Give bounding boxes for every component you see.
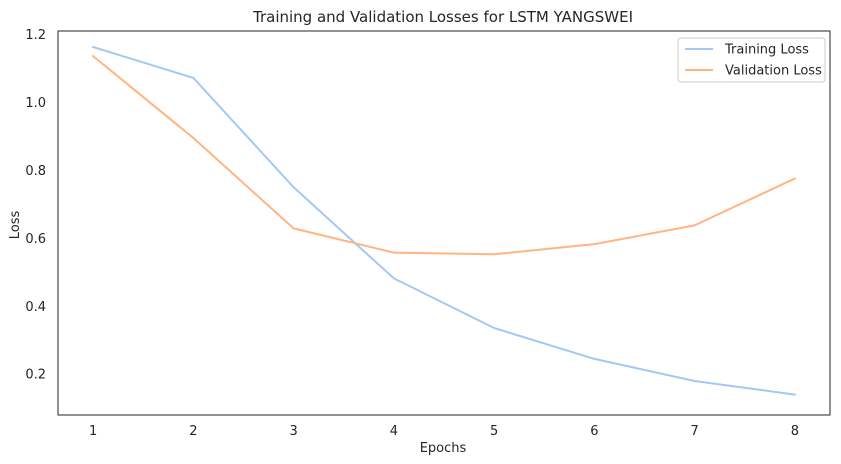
legend-box	[677, 37, 826, 83]
data-point	[392, 277, 395, 280]
y-tick-label: 0.2	[25, 368, 46, 383]
data-point	[92, 55, 95, 58]
data-point	[793, 393, 796, 396]
y-tick-label: 0.8	[25, 164, 46, 179]
x-tick-label: 6	[590, 424, 598, 439]
plot-frame	[57, 30, 831, 416]
data-point	[693, 380, 696, 383]
data-point	[793, 177, 796, 180]
y-tick-label: 1.0	[25, 96, 46, 111]
legend: Training Loss Validation Loss	[677, 37, 826, 83]
x-tick-label: 3	[289, 424, 297, 439]
data-point	[192, 76, 195, 79]
y-tick-label: 0.6	[25, 232, 46, 247]
chart-title: Training and Validation Losses for LSTM …	[252, 8, 633, 26]
x-tick-label: 4	[390, 424, 398, 439]
x-tick-label: 8	[791, 424, 799, 439]
data-point	[693, 224, 696, 227]
x-axis-ticks: 1 2 3 4 5 6 7 8	[89, 424, 799, 439]
legend-label: Validation Loss	[725, 64, 822, 79]
x-tick-label: 7	[691, 424, 699, 439]
data-point	[392, 251, 395, 254]
x-tick-label: 2	[189, 424, 197, 439]
data-point	[92, 45, 95, 48]
series-line-0	[92, 46, 796, 396]
y-axis-label: Loss	[8, 211, 23, 240]
data-point	[593, 243, 596, 246]
x-axis-label: Epochs	[420, 441, 467, 456]
y-tick-label: 0.4	[25, 300, 46, 315]
legend-label: Training Loss	[724, 43, 809, 58]
data-point	[292, 186, 295, 189]
data-point	[292, 227, 295, 230]
data-point	[493, 253, 496, 256]
data-point	[593, 357, 596, 360]
x-tick-label: 5	[490, 424, 498, 439]
series-lines	[92, 45, 796, 396]
series-line-1	[92, 55, 796, 256]
y-axis-ticks: 0.2 0.4 0.6 0.8 1.0 1.2	[25, 28, 46, 383]
y-tick-label: 1.2	[25, 28, 46, 43]
data-point	[192, 137, 195, 140]
plot-area	[57, 30, 831, 416]
data-point	[493, 327, 496, 330]
x-tick-label: 1	[89, 424, 97, 439]
